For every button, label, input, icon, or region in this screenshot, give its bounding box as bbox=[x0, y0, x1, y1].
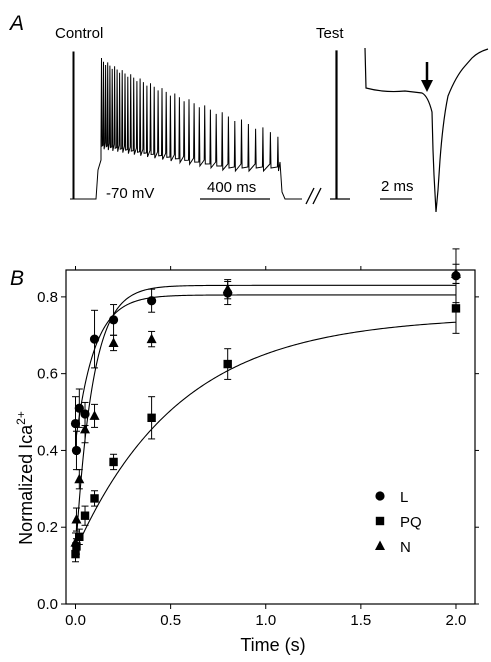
legend-label-L: L bbox=[400, 489, 408, 506]
data-point-N bbox=[71, 514, 82, 524]
panel-a: A Control Test -70 mV 400 ms 2 ms bbox=[8, 12, 489, 213]
data-point-L bbox=[89, 334, 100, 344]
fit-curve-PQ bbox=[75, 321, 457, 551]
data-point-PQ bbox=[80, 511, 90, 520]
x-tick-label: 2.0 bbox=[446, 612, 467, 629]
scale-bar-2ms-label: 2 ms bbox=[381, 178, 414, 195]
legend-marker-N bbox=[375, 540, 385, 550]
x-tick-label: 0.5 bbox=[160, 612, 181, 629]
data-point-N bbox=[80, 423, 91, 434]
y-tick-label: 0.6 bbox=[37, 366, 58, 383]
series-L bbox=[70, 248, 461, 471]
x-axis-label: Time (s) bbox=[240, 635, 305, 655]
x-tick-label: 1.5 bbox=[350, 612, 371, 629]
y-tick-label: 0.2 bbox=[37, 519, 58, 536]
x-tick-label: 0.0 bbox=[65, 612, 86, 629]
legend-marker-L bbox=[375, 491, 385, 501]
legend-label-N: N bbox=[400, 539, 411, 556]
data-point-L bbox=[71, 445, 82, 456]
data-point-N bbox=[108, 337, 119, 347]
holding-potential-label: -70 mV bbox=[106, 185, 154, 202]
data-point-N bbox=[74, 473, 85, 484]
y-tick-label: 0.4 bbox=[37, 442, 58, 459]
y-tick-label: 0.0 bbox=[37, 596, 58, 613]
axis-break-mark-2 bbox=[312, 187, 322, 205]
voltage-trace bbox=[70, 51, 302, 200]
panel-a-label: A bbox=[8, 12, 24, 35]
data-point-L bbox=[70, 418, 81, 429]
data-point-N bbox=[146, 333, 157, 344]
legend-label-PQ: PQ bbox=[400, 514, 422, 531]
legend: L PQ N bbox=[375, 489, 422, 556]
data-point-PQ bbox=[75, 532, 84, 542]
data-point-PQ bbox=[109, 457, 118, 467]
data-point-PQ bbox=[90, 494, 99, 503]
y-axis-label-main: Normalized Ica bbox=[16, 424, 36, 545]
fit-curve-L bbox=[74, 294, 456, 443]
series-PQ bbox=[71, 282, 461, 563]
x-tick-label: 1.0 bbox=[255, 612, 276, 629]
test-pulse bbox=[330, 50, 350, 200]
chart-plot: 0.0 0.5 1.0 1.5 2.0 0.0 0.2 0.4 0.6 0.8 bbox=[37, 248, 479, 629]
fit-curve-N bbox=[74, 284, 456, 555]
plot-frame bbox=[65, 269, 476, 605]
data-point-PQ bbox=[147, 413, 156, 423]
data-point-L bbox=[74, 403, 84, 413]
scale-bar-400ms-label: 400 ms bbox=[207, 179, 256, 196]
control-label: Control bbox=[55, 25, 103, 42]
y-axis-label-superscript: 2+ bbox=[14, 411, 28, 425]
test-label: Test bbox=[316, 25, 344, 42]
current-trace bbox=[364, 47, 489, 213]
data-point-N bbox=[222, 283, 233, 294]
y-tick-label: 0.8 bbox=[37, 289, 58, 306]
data-point-N bbox=[450, 268, 461, 278]
data-point-L bbox=[147, 296, 157, 306]
panel-b: B 0.0 0.5 1.0 1.5 2.0 0.0 0.2 0.4 0.6 0.8 Time (s… bbox=[10, 248, 479, 655]
arrow-head-icon bbox=[421, 80, 433, 92]
data-point-N bbox=[89, 410, 100, 420]
data-point-N bbox=[70, 537, 81, 547]
axis-break-mark-1 bbox=[305, 187, 315, 205]
y-axis-label: Normalized Ica2+ bbox=[14, 411, 36, 545]
legend-marker-PQ bbox=[375, 516, 385, 526]
panel-b-label: B bbox=[10, 267, 24, 290]
data-point-PQ bbox=[223, 359, 232, 369]
data-point-PQ bbox=[451, 304, 461, 313]
series-N bbox=[70, 263, 461, 555]
